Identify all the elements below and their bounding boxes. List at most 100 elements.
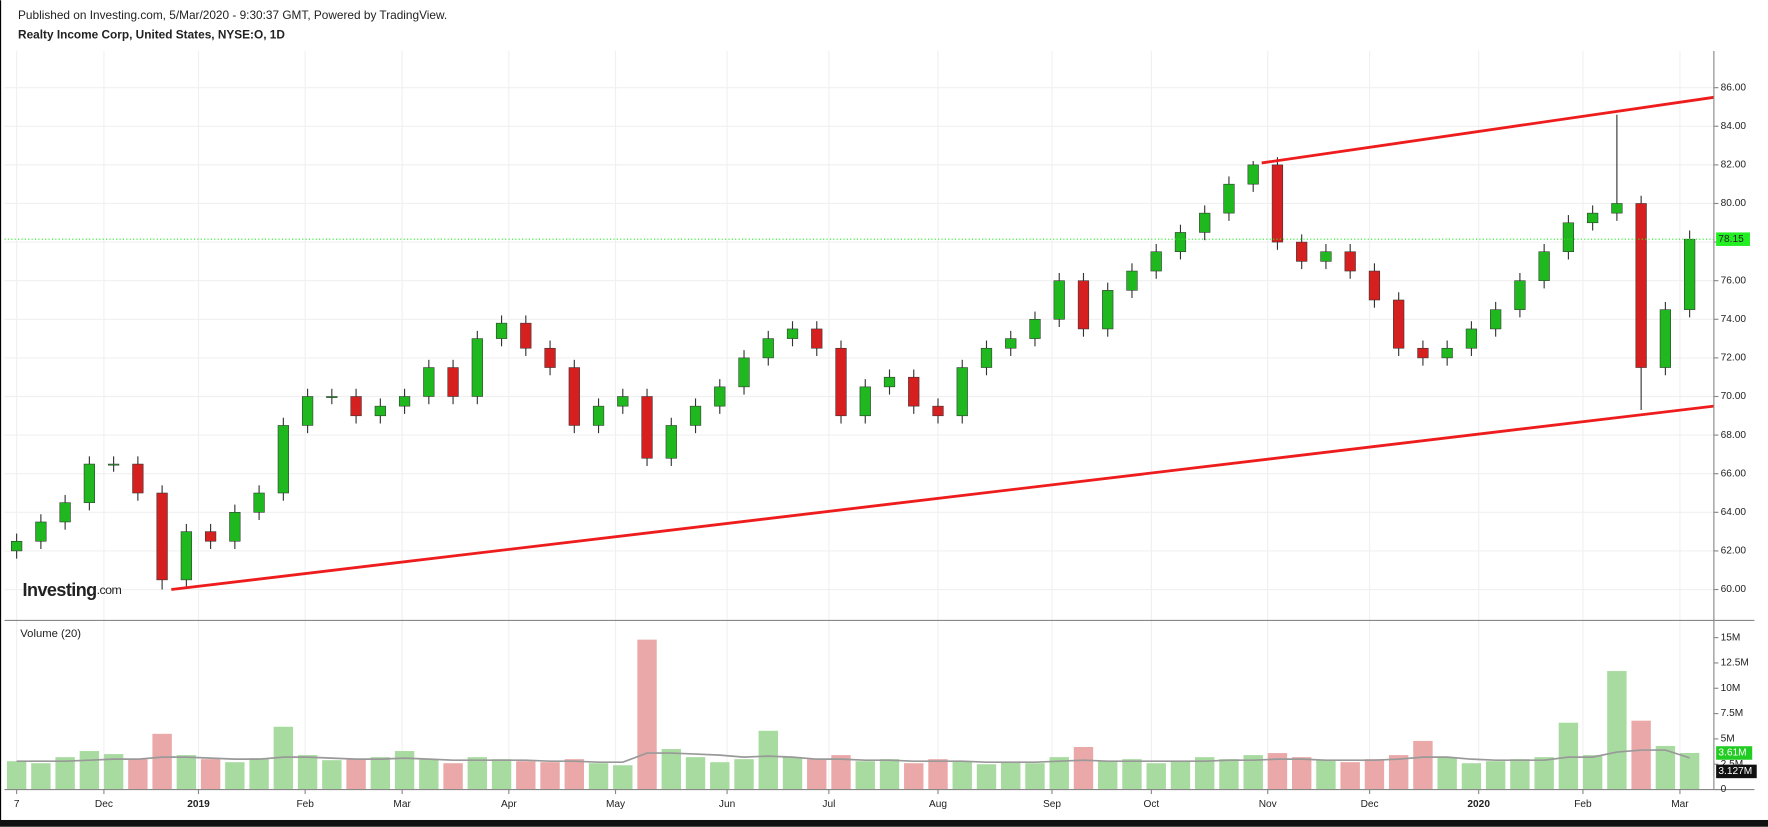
volume-bar	[588, 763, 609, 790]
candle-body	[1659, 309, 1672, 368]
volume-bar	[443, 763, 463, 790]
candle-body	[204, 531, 217, 542]
volume-bar	[1510, 759, 1530, 790]
trendline	[171, 404, 1715, 591]
candle-body	[423, 367, 435, 397]
x-tick-label: Sep	[1043, 799, 1061, 810]
marks	[4, 95, 1715, 790]
candle-body	[1490, 309, 1502, 330]
volume-bar	[1316, 760, 1336, 790]
candle-body	[11, 540, 23, 552]
candle-body	[1538, 251, 1550, 281]
chart-title: Realty Income Corp, United States, NYSE:…	[18, 27, 285, 41]
volume-bar	[807, 759, 827, 790]
y-tick-label: 15M	[1721, 632, 1741, 643]
volume-bar	[1364, 759, 1385, 790]
volume-bar	[1001, 762, 1021, 790]
candle-body	[689, 405, 702, 426]
volume-bar	[370, 757, 391, 790]
candle-body	[1102, 290, 1114, 330]
candle-body	[374, 405, 386, 417]
volume-bar	[516, 761, 536, 790]
candle-body	[1199, 212, 1211, 233]
candle-body	[1393, 299, 1405, 349]
y-tick-label: 12.5M	[1721, 658, 1749, 669]
candle-body	[1562, 222, 1575, 253]
candle-body	[592, 405, 605, 426]
candle-body	[1635, 203, 1647, 368]
trendline	[1261, 95, 1715, 165]
candle-body	[641, 396, 653, 459]
candle-body	[59, 502, 71, 523]
candle-body	[1296, 241, 1308, 262]
candle-body	[1077, 280, 1090, 330]
volume-bar	[394, 751, 415, 790]
volume-bar	[879, 759, 900, 790]
volume-bar	[540, 762, 560, 790]
candle-body	[447, 367, 459, 397]
candle-body	[1441, 347, 1453, 359]
y-tick-label: 74.00	[1721, 314, 1747, 325]
y-tick-label: 2.5M	[1721, 759, 1744, 770]
y-tick-label: 64.00	[1721, 507, 1747, 518]
volume-bar	[1146, 763, 1166, 790]
volume-bar	[1388, 755, 1409, 790]
volume-bar	[6, 761, 27, 790]
volume-bar	[1607, 671, 1627, 790]
ma-label-box	[1716, 764, 1757, 779]
candle-body	[1005, 338, 1017, 349]
volume-bar	[1049, 757, 1069, 790]
volume-bar	[467, 757, 488, 790]
y-tick-label: 70.00	[1721, 391, 1747, 402]
volume-bar	[1631, 720, 1651, 790]
candle-body	[908, 376, 920, 407]
y-tick-label: 80.00	[1721, 198, 1747, 209]
volume-bar	[758, 730, 778, 790]
candle-body	[253, 492, 265, 513]
x-tick-label: Nov	[1259, 799, 1278, 810]
candle-body	[180, 531, 192, 581]
candle-body	[811, 328, 823, 349]
x-tick-label: Oct	[1143, 799, 1159, 810]
candle-body	[1611, 203, 1623, 214]
volume-bar	[1170, 761, 1191, 790]
candle-body	[956, 367, 968, 417]
candle-body	[980, 347, 993, 368]
volume-bar	[1122, 759, 1142, 790]
candle-body	[132, 463, 144, 494]
candle-body	[1465, 328, 1478, 349]
candle-body	[859, 386, 871, 417]
volume-value-label: 3.61M	[1718, 748, 1746, 759]
candle-body	[398, 396, 411, 407]
y-tick-label: 60.00	[1721, 584, 1747, 595]
candle-body	[762, 338, 774, 359]
volume-bar	[79, 751, 100, 790]
candle-body	[326, 396, 338, 398]
x-tick-label: Apr	[501, 799, 517, 810]
candle-body	[883, 376, 896, 388]
x-tick-label: Jun	[719, 799, 735, 810]
volume-bar	[200, 759, 221, 790]
candle-body	[1514, 280, 1526, 310]
x-tick-label: Dec	[1361, 799, 1379, 810]
x-tick-label: Jul	[822, 799, 835, 810]
candle-body	[1223, 183, 1235, 214]
y-tick-label: 10M	[1721, 683, 1741, 694]
x-tick-label: Feb	[1574, 799, 1592, 810]
volume-title: Volume (20)	[20, 628, 81, 640]
candle-body	[1029, 319, 1041, 339]
volume-bar	[1291, 757, 1312, 790]
volume-bar	[1219, 759, 1239, 790]
volume-bar	[782, 757, 803, 790]
x-tick-label: Dec	[95, 799, 113, 810]
logo: Investing.com	[23, 580, 122, 600]
candle-body	[1174, 232, 1187, 253]
y-tick-label: 5M	[1721, 734, 1735, 745]
volume-bar	[564, 759, 584, 790]
candle-body	[277, 425, 289, 494]
volume-bar	[322, 760, 342, 790]
candle-body	[568, 367, 580, 426]
y-tick-label: 84.00	[1721, 121, 1747, 132]
candle-body	[665, 425, 677, 459]
volume-bar	[1025, 763, 1045, 790]
